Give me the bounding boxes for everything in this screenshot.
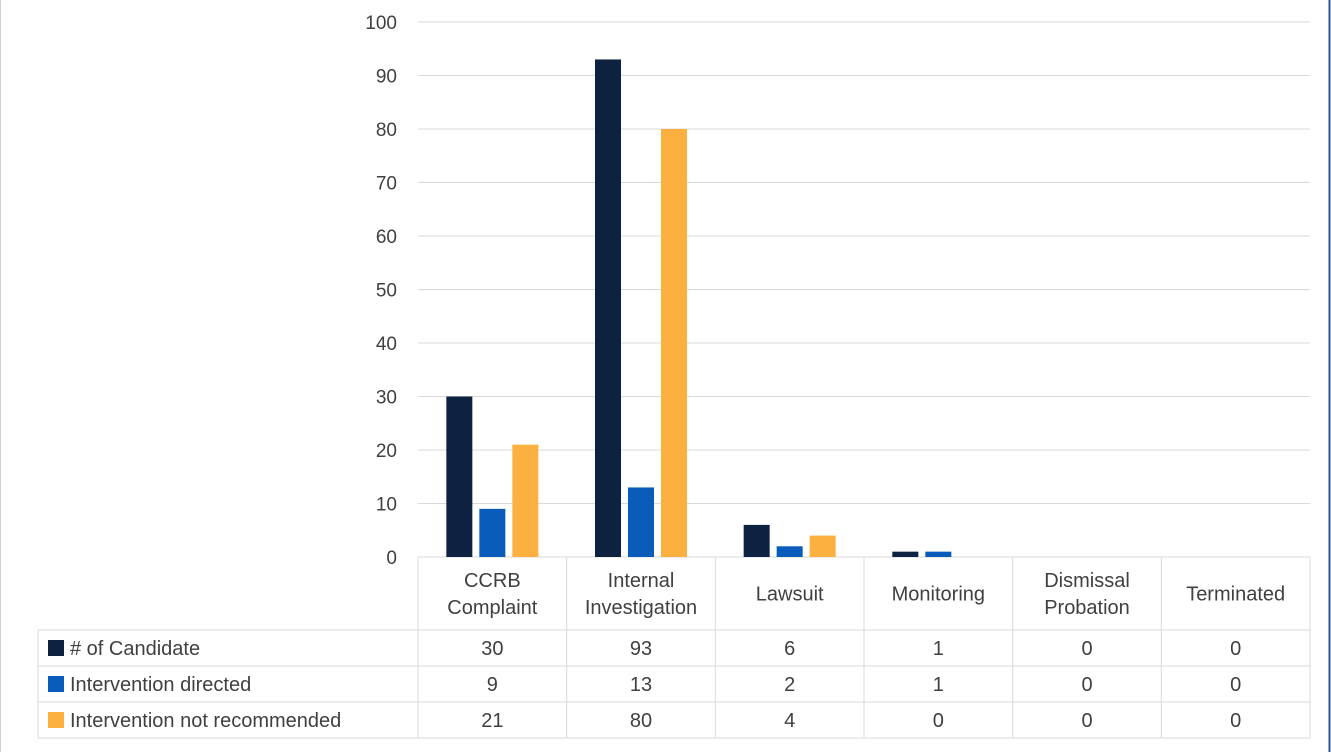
table-cell-value: 13 (630, 674, 652, 696)
bar-intervention-directed (479, 508, 506, 557)
category-label: Probation (1044, 597, 1130, 619)
y-tick-label: 80 (376, 120, 397, 141)
bar-of-candidate (743, 524, 770, 557)
table-cell-value: 0 (1081, 674, 1092, 696)
category-label: Complaint (447, 597, 537, 619)
table-cell-value: 4 (784, 710, 795, 732)
y-tick-label: 40 (376, 334, 397, 355)
y-tick-label: 20 (376, 441, 397, 462)
bars (446, 59, 952, 557)
table-cell-value: 30 (481, 638, 503, 660)
bar-of-candidate (595, 59, 621, 557)
y-tick-label: 100 (365, 13, 397, 34)
bar-intervention-directed (925, 551, 952, 557)
legend-swatch-intervention-directed (48, 676, 64, 692)
table-cell-value: 1 (933, 638, 944, 660)
category-label: CCRB (464, 570, 521, 592)
data-table: CCRB Complaint Internal Investigation Lawsui… (37, 557, 1311, 739)
legend-label: Intervention not recommended (70, 710, 341, 732)
legend-label: # of Candidate (70, 638, 200, 660)
category-label: Monitoring (892, 584, 985, 606)
legend-swatch-intervention-not-recommended (48, 712, 64, 728)
table-cell-value: 1 (933, 674, 944, 696)
y-tick-label: 10 (376, 495, 397, 516)
y-tick-label: 90 (376, 67, 397, 88)
table-cell-value: 2 (784, 674, 795, 696)
bar-of-candidate (446, 396, 473, 557)
table-cell-value: 0 (1230, 638, 1241, 660)
category-label: Investigation (585, 597, 697, 619)
table-cell-value: 0 (1230, 674, 1241, 696)
bar-intervention-not-recommended (661, 129, 687, 557)
table-cell-value: 93 (630, 638, 652, 660)
bar-intervention-not-recommended (512, 444, 539, 557)
category-label: Lawsuit (756, 584, 824, 606)
y-tick-label: 50 (376, 281, 397, 302)
y-axis: 0 10 20 30 40 50 60 70 80 90 100 (365, 13, 397, 569)
table-cell-value: 80 (630, 710, 652, 732)
table-cell-value: 9 (487, 674, 498, 696)
category-label: Internal (608, 570, 675, 592)
category-label: Terminated (1186, 584, 1285, 606)
category-label: Dismissal (1044, 570, 1130, 592)
bar-intervention-not-recommended (809, 535, 836, 557)
table-cell-value: 0 (1230, 710, 1241, 732)
legend-swatch-of-candidate (48, 640, 64, 656)
table-cell-value: 0 (1081, 638, 1092, 660)
legend-label: Intervention directed (70, 674, 251, 696)
gridlines (418, 21, 1310, 558)
bar-intervention-directed (776, 546, 803, 557)
table-cell-value: 21 (481, 710, 503, 732)
y-tick-label: 30 (376, 388, 397, 409)
table-cell-value: 0 (1081, 710, 1092, 732)
table-cell-value: 0 (933, 710, 944, 732)
bar-of-candidate (892, 551, 919, 557)
y-tick-label: 0 (386, 548, 397, 569)
table-cell-value: 6 (784, 638, 795, 660)
y-tick-label: 60 (376, 227, 397, 248)
bar-intervention-directed (628, 487, 654, 557)
y-tick-label: 70 (376, 174, 397, 195)
